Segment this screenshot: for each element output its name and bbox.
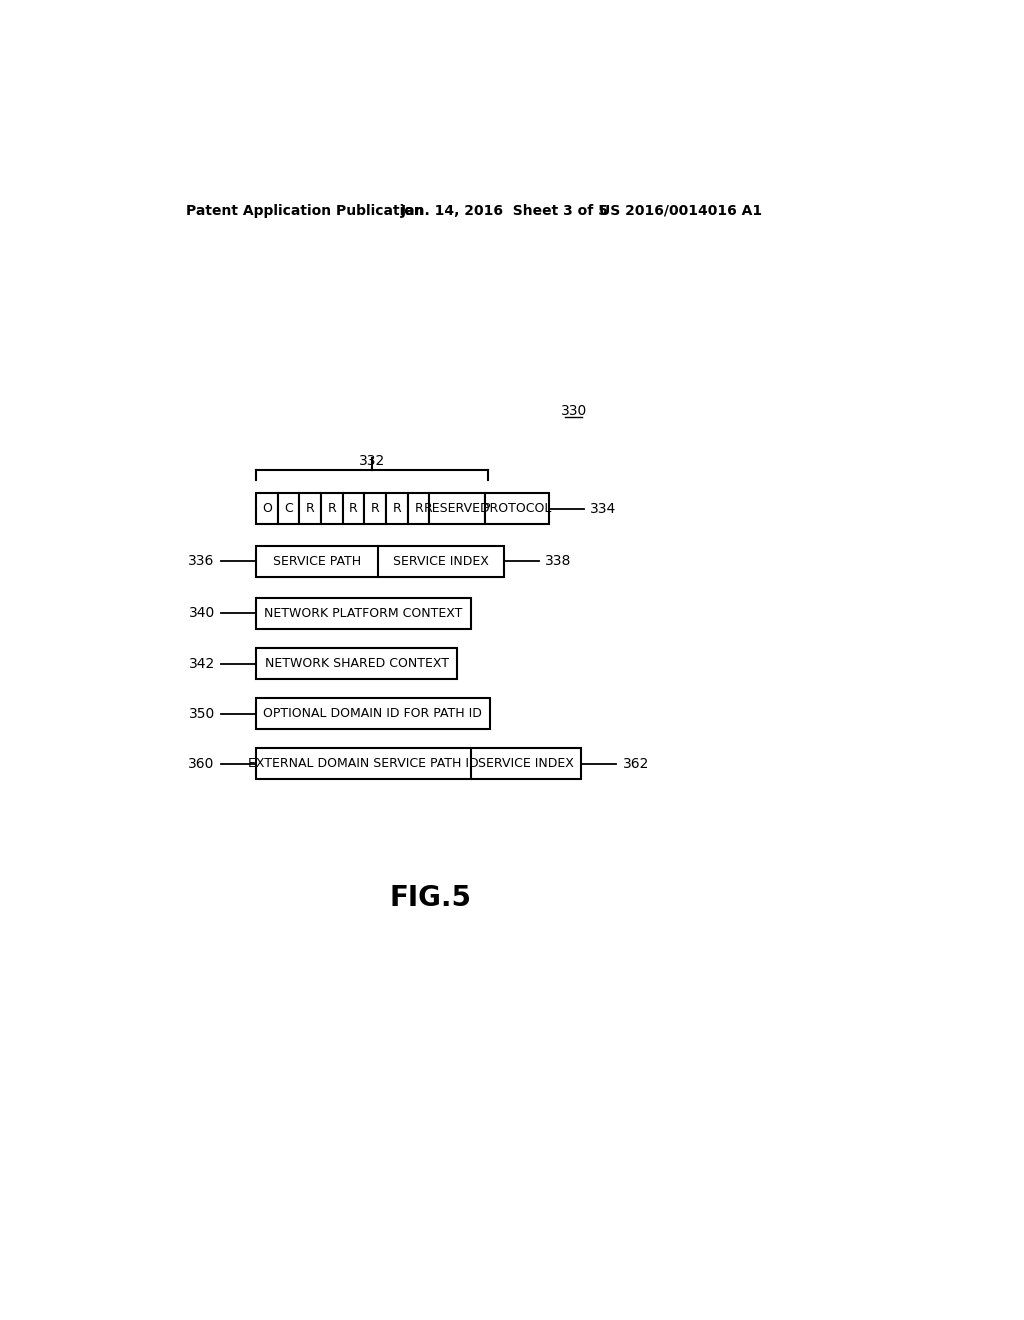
Bar [408, 494, 429, 524]
Text: R: R [415, 502, 423, 515]
Bar [278, 494, 299, 524]
Text: US 2016/0014016 A1: US 2016/0014016 A1 [599, 203, 762, 218]
Bar [386, 494, 408, 524]
Text: 340: 340 [188, 606, 215, 620]
Text: R: R [349, 502, 358, 515]
Text: Patent Application Publication: Patent Application Publication [186, 203, 424, 218]
Text: 338: 338 [545, 554, 571, 568]
Text: NETWORK PLATFORM CONTEXT: NETWORK PLATFORM CONTEXT [264, 607, 463, 620]
Text: 334: 334 [590, 502, 616, 516]
Bar [365, 494, 386, 524]
Text: Jan. 14, 2016  Sheet 3 of 5: Jan. 14, 2016 Sheet 3 of 5 [400, 203, 608, 218]
Text: 362: 362 [623, 756, 649, 771]
Text: PROTOCOL: PROTOCOL [482, 502, 552, 515]
Bar [256, 545, 504, 577]
Text: FIG.5: FIG.5 [389, 883, 471, 912]
Text: R: R [306, 502, 314, 515]
Text: C: C [284, 502, 293, 515]
Text: O: O [262, 502, 271, 515]
Text: R: R [371, 502, 380, 515]
Text: 336: 336 [188, 554, 215, 568]
Text: R: R [392, 502, 401, 515]
Text: EXTERNAL DOMAIN SERVICE PATH ID: EXTERNAL DOMAIN SERVICE PATH ID [248, 758, 479, 770]
Text: 360: 360 [188, 756, 215, 771]
Bar [321, 494, 343, 524]
Text: 342: 342 [188, 656, 215, 671]
Bar [299, 494, 321, 524]
Text: 332: 332 [359, 454, 385, 469]
Text: SERVICE INDEX: SERVICE INDEX [393, 554, 489, 568]
Bar [256, 748, 582, 779]
Text: 330: 330 [560, 404, 587, 418]
Text: NETWORK SHARED CONTEXT: NETWORK SHARED CONTEXT [264, 657, 449, 671]
Text: OPTIONAL DOMAIN ID FOR PATH ID: OPTIONAL DOMAIN ID FOR PATH ID [263, 708, 482, 721]
Text: R: R [328, 502, 336, 515]
Text: 350: 350 [188, 706, 215, 721]
Text: SERVICE INDEX: SERVICE INDEX [478, 758, 574, 770]
Text: RESERVED: RESERVED [424, 502, 490, 515]
Bar [256, 648, 458, 678]
Bar [256, 494, 278, 524]
Bar [256, 698, 489, 729]
Bar [343, 494, 365, 524]
Bar [485, 494, 549, 524]
Bar [429, 494, 485, 524]
Bar [256, 598, 471, 628]
Text: SERVICE PATH: SERVICE PATH [273, 554, 361, 568]
